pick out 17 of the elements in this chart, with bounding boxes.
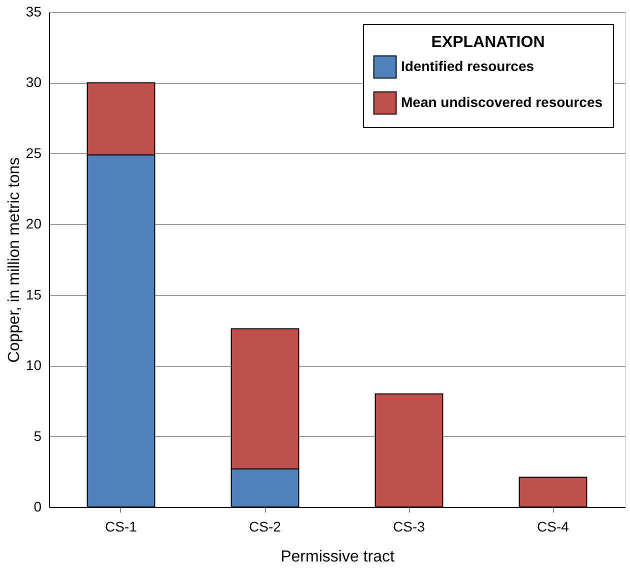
x-axis-title: Permissive tract [280, 548, 395, 566]
y-tick-label: 0 [34, 498, 42, 514]
x-tick-label: CS-4 [537, 518, 570, 534]
y-tick-label: 25 [26, 144, 42, 161]
y-tick-label: 15 [26, 286, 42, 302]
y-tick-label: 20 [26, 216, 42, 232]
legend-title: EXPLANATION [431, 34, 545, 51]
x-tick-label: CS-3 [393, 518, 426, 534]
y-tick-label: 10 [26, 357, 42, 374]
y-tick-label: 5 [34, 428, 42, 444]
y-tick-label: 30 [26, 74, 42, 90]
x-tick-label: CS-1 [105, 518, 138, 534]
legend-label: Identified resources [401, 58, 534, 74]
y-axis-title: Copper, in million metric tons [6, 157, 23, 363]
y-tick-label: 35 [26, 4, 42, 20]
legend-label: Mean undiscovered resources [401, 94, 603, 110]
x-tick-label: CS-2 [249, 518, 282, 534]
